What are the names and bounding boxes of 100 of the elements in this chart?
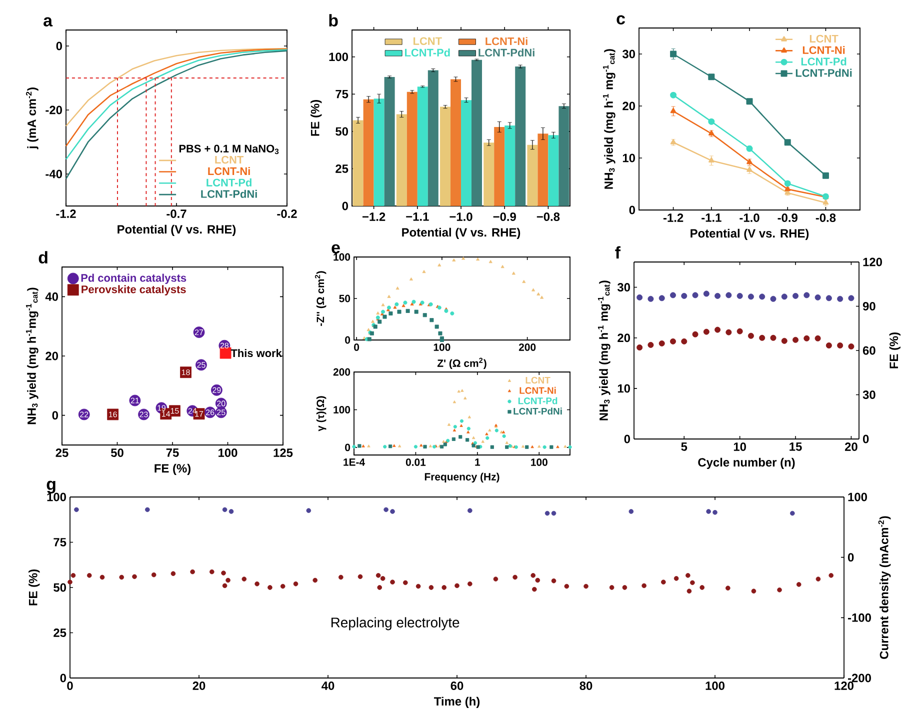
y2-axis-title: FE (%) [889, 332, 900, 368]
x-tick-label: -0.9 [778, 214, 798, 222]
legend-label: Perovskite catalysts [82, 285, 186, 296]
legend-label: Pd contain catalysts [81, 274, 186, 284]
x-axis-title: Potential (V vs. RHE) [118, 224, 236, 236]
text: LCNT [215, 156, 244, 164]
x-tick-label: 100 [218, 448, 238, 457]
x-tick-label: 80 [580, 682, 592, 690]
x-axis-title: Cycle number (n) [698, 458, 795, 469]
y-tick-label: 10 [622, 154, 635, 162]
x-tick-label: 40 [322, 682, 334, 690]
y-axis-title: NH$_{3}$ yield (mg h$^{-1}$ mg$^{-1}$$_{cat}$) [598, 280, 610, 420]
legend-label: LCNT-Ni [520, 386, 556, 394]
x-tick-label: −1.1 [406, 212, 429, 221]
y-tick-label: 10 [618, 384, 630, 393]
y-axis-title: FE (%) [310, 100, 322, 136]
y2-tick-label: 90 [862, 302, 876, 310]
x-tick-label: −0.9 [493, 212, 516, 221]
legend-label: LCNT [810, 34, 838, 43]
chart-title: f [615, 246, 621, 258]
y-tick-label: 75 [336, 90, 348, 98]
legend-label: LCNT [414, 37, 442, 45]
x-tick-label: -1.0 [740, 214, 760, 222]
y2-tick-label: -200 [848, 674, 871, 682]
y2-tick-label: 30 [862, 390, 876, 399]
chart-title: a [44, 17, 53, 26]
y-tick-label: 100 [47, 492, 66, 502]
y-tick-label: 100 [334, 253, 350, 261]
y-tick-label: 75 [54, 538, 66, 546]
x-tick-label: 125 [274, 448, 293, 457]
x-tick-label: 15 [790, 442, 802, 451]
y2-tick-label: 0 [848, 553, 854, 562]
x-tick-label: 10 [734, 442, 746, 451]
legend-label: LCNT-Pd [801, 57, 846, 66]
x-tick-label: -0.7 [166, 210, 186, 218]
annotation: Replacing electrolyte [331, 617, 460, 630]
y-axis-title: j (mA cm$^{-2}$) [26, 88, 38, 150]
x-tick-label: 20 [844, 442, 858, 451]
x-axis-title: Z' (Ω cm$^{2}$) [437, 358, 486, 370]
y-tick-label: 25 [54, 628, 66, 637]
y-tick-label: 20 [622, 102, 635, 110]
x-tick-label: 20 [192, 682, 206, 690]
x-tick-label: -1.2 [56, 210, 76, 218]
x-tick-label: -1.2 [663, 214, 684, 222]
x-axis-title: Frequency (Hz) [424, 472, 500, 483]
y-tick-label: 50 [339, 294, 350, 302]
y-tick-label: 25 [336, 164, 348, 173]
x-tick-label: 120 [834, 682, 854, 690]
legend-label: LCNT-Ni [486, 37, 528, 46]
x-tick-label: 100 [434, 344, 450, 351]
y-tick-label: 0 [345, 336, 350, 344]
y-tick-label: 30 [622, 50, 635, 58]
text: LCNT-Ni [208, 167, 250, 176]
x-tick-label: -0.8 [816, 214, 836, 222]
y-tick-label: 0 [60, 674, 66, 682]
y-tick-label: 200 [333, 368, 350, 376]
y2-tick-label: -100 [848, 613, 871, 622]
chart-title: g [46, 480, 56, 494]
legend-title: PBS + 0.1 M NaNO$_{3}$ [179, 144, 279, 154]
x-tick-label: 100 [706, 682, 724, 690]
x-axis-title: Potential (V vs. RHE) [690, 228, 809, 240]
legend-label: LCNT-Ni [802, 46, 845, 54]
legend-label: LCNT [526, 376, 550, 384]
y-axis-title: γ (τ)(Ω) [316, 396, 326, 432]
x-tick-label: 100 [531, 458, 548, 466]
x-tick-label: −1.2 [362, 212, 386, 221]
chart-title: b [329, 14, 338, 26]
y-tick-label: 0 [56, 42, 62, 50]
y-tick-label: 20 [618, 334, 630, 342]
y2-tick-label: 0 [862, 434, 869, 444]
x-tick-label: −0.8 [536, 212, 560, 221]
y-tick-label: 50 [336, 127, 348, 136]
chart-title: c [616, 15, 625, 25]
x-tick-label: 60 [450, 682, 464, 690]
legend-label: LCNT-PdNi [514, 408, 562, 415]
y2-tick-label: 120 [863, 258, 882, 266]
x-tick-label: 1E-4 [344, 458, 365, 466]
x-tick-label: 1 [475, 458, 480, 466]
legend-label: LCNT-PdNi [796, 68, 852, 77]
y-axis-title: NH$_{3}$ yield (mg h$^{-1}$mg$^{-1}$$_{cat}$) [26, 288, 38, 424]
legend-label: LCNT-Pd [518, 397, 558, 404]
x-tick-label: -1.1 [702, 214, 722, 222]
series-label: LCNT-PdNi [478, 48, 534, 57]
y-tick-label: 0 [52, 411, 58, 420]
x-tick-label: 50 [110, 448, 124, 457]
x-tick-label: −1.0 [450, 212, 472, 221]
y-tick-label: 20 [46, 352, 58, 360]
x-tick-label: -0.2 [277, 210, 297, 218]
y-axis-title: FE (%) [28, 570, 40, 606]
x-tick-label: 0 [67, 682, 73, 690]
y-tick-label: -40 [46, 170, 62, 178]
y-axis-title: NH$_{3}$ yield (mg h$^{-1}$ mg$^{-1}$$_{cat}$) [602, 49, 616, 189]
y2-axis-title: Current density (mAcm$^{-2}$) [878, 516, 891, 659]
y-tick-label: 50 [54, 583, 66, 592]
y2-tick-label: 100 [848, 492, 867, 502]
x-axis-title: FE (%) [154, 464, 190, 475]
legend-label: LCNT-Pd [405, 48, 450, 57]
y-tick-label: 30 [617, 283, 630, 292]
x-tick-label: 75 [166, 448, 179, 457]
chart-title: d [38, 251, 48, 264]
